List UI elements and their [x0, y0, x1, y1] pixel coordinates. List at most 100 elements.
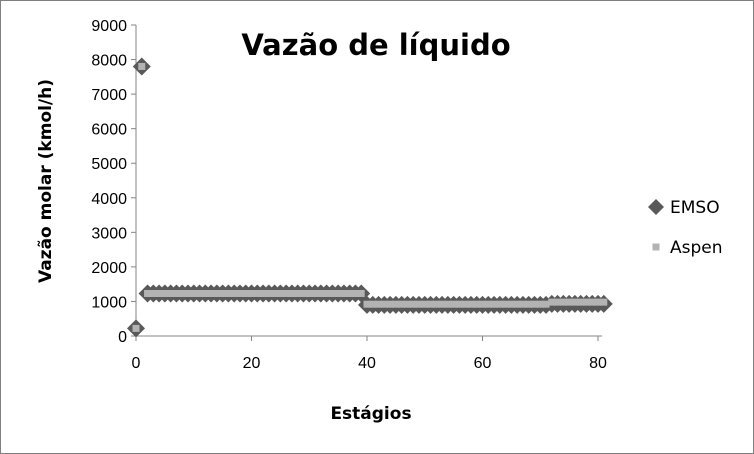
data-point-aspen: [490, 300, 498, 308]
legend-item-emso: EMSO: [648, 198, 720, 218]
series-aspen: [132, 62, 608, 332]
y-tick-label: 8000: [91, 53, 127, 70]
data-point-aspen: [317, 289, 325, 297]
data-point-aspen: [224, 289, 232, 297]
chart-title: Vazão de líquido: [241, 28, 510, 62]
data-point-aspen: [415, 300, 423, 308]
data-point-aspen: [253, 289, 261, 297]
y-tick-label: 5000: [91, 156, 127, 173]
data-point-aspen: [403, 300, 411, 308]
data-point-aspen: [577, 298, 585, 306]
data-point-aspen: [201, 289, 209, 297]
data-point-aspen: [559, 298, 567, 306]
data-point-aspen: [155, 289, 163, 297]
data-point-aspen: [236, 289, 244, 297]
legend-item-aspen: Aspen: [652, 238, 723, 258]
data-point-aspen: [334, 289, 342, 297]
data-point-aspen: [340, 289, 348, 297]
data-point-aspen: [432, 300, 440, 308]
data-point-aspen: [328, 289, 336, 297]
data-point-aspen: [588, 298, 596, 306]
legend-label-emso: EMSO: [670, 198, 720, 218]
data-point-aspen: [167, 289, 175, 297]
y-tick-label: 6000: [91, 122, 127, 139]
x-tick-label: 80: [589, 355, 607, 372]
data-point-aspen: [548, 298, 556, 306]
data-point-aspen: [294, 289, 302, 297]
data-point-aspen: [190, 289, 198, 297]
y-tick-label: 0: [118, 329, 127, 346]
data-point-aspen: [230, 289, 238, 297]
data-point-aspen: [542, 300, 550, 308]
data-point-aspen: [386, 300, 394, 308]
data-point-aspen: [473, 300, 481, 308]
data-point-aspen: [525, 300, 533, 308]
data-point-aspen: [536, 300, 544, 308]
data-point-aspen: [248, 289, 255, 297]
data-point-aspen: [351, 289, 359, 297]
data-point-aspen: [288, 289, 296, 297]
legend-marker-aspen: [652, 243, 660, 251]
data-point-aspen: [178, 289, 186, 297]
data-point-aspen: [467, 300, 475, 308]
data-point-aspen: [380, 300, 388, 308]
data-point-aspen: [455, 300, 463, 308]
data-point-aspen: [299, 289, 307, 297]
x-axis-title: Estágios: [330, 404, 411, 424]
data-point-aspen: [184, 289, 192, 297]
plot-area: [127, 57, 613, 338]
data-point-aspen: [271, 289, 279, 297]
data-point-aspen: [600, 298, 608, 306]
data-point-aspen: [507, 300, 515, 308]
data-point-aspen: [565, 298, 573, 306]
legend-label-aspen: Aspen: [670, 238, 723, 258]
data-point-aspen: [149, 289, 157, 297]
data-point-aspen: [242, 289, 250, 297]
data-point-aspen: [484, 300, 492, 308]
data-point-aspen: [582, 298, 590, 306]
data-point-aspen: [513, 300, 521, 308]
data-point-aspen: [554, 298, 562, 306]
data-point-aspen: [369, 300, 377, 308]
x-tick-label: 60: [474, 355, 492, 372]
x-tick-label: 20: [243, 355, 261, 372]
data-point-aspen: [172, 289, 180, 297]
data-point-aspen: [161, 289, 169, 297]
data-point-aspen: [363, 300, 371, 308]
data-point-aspen: [421, 300, 429, 308]
data-point-aspen: [496, 300, 504, 308]
data-point-aspen: [144, 289, 152, 297]
axes: 0 1000 2000 3000 4000 5000 6000 7000 8000 9000 0 20…: [91, 18, 607, 372]
y-tick-label: 1000: [91, 294, 127, 311]
y-tick-label: 9000: [91, 18, 127, 35]
data-point-aspen: [450, 300, 458, 308]
data-point-aspen: [132, 324, 140, 332]
data-point-aspen: [479, 300, 486, 308]
data-point-aspen: [346, 289, 354, 297]
data-point-aspen: [265, 289, 273, 297]
data-point-aspen: [571, 298, 579, 306]
data-point-aspen: [357, 289, 365, 297]
legend: EMSO Aspen: [648, 198, 723, 258]
data-point-aspen: [323, 289, 331, 297]
data-point-aspen: [398, 300, 406, 308]
data-point-aspen: [502, 300, 510, 308]
data-point-aspen: [282, 289, 290, 297]
data-point-aspen: [444, 300, 452, 308]
data-point-aspen: [311, 289, 319, 297]
y-tick-label: 4000: [91, 191, 127, 208]
data-point-aspen: [409, 300, 417, 308]
data-point-aspen: [305, 289, 313, 297]
data-point-aspen: [375, 300, 383, 308]
y-tick-label: 3000: [91, 225, 127, 242]
data-point-aspen: [594, 298, 602, 306]
data-point-aspen: [519, 300, 527, 308]
legend-marker-emso: [648, 199, 664, 215]
x-tick-label: 40: [358, 355, 376, 372]
data-point-aspen: [530, 300, 538, 308]
data-point-aspen: [427, 300, 435, 308]
data-point-aspen: [196, 289, 204, 297]
y-tick-label: 7000: [91, 87, 127, 104]
